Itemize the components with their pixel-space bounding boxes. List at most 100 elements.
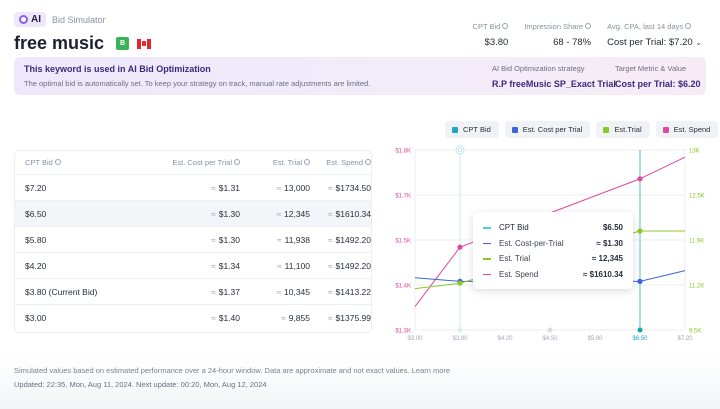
legend-label: CPT Bid [463, 125, 491, 134]
help-icon[interactable] [365, 159, 371, 166]
tooltip-label: Est. Spend [499, 269, 539, 279]
approx-symbol: ≈ [211, 182, 216, 193]
legend-label: Est. Cost per Trial [522, 125, 583, 134]
legend-est-cost-per-trial[interactable]: Est. Cost per Trial [504, 121, 591, 138]
x-marker-current [457, 327, 463, 333]
x-axis-tick: $4.50 [542, 336, 558, 342]
cell-trial: 12,345 [284, 208, 310, 219]
legend-est-spend[interactable]: Est. Spend [655, 121, 719, 138]
help-icon[interactable] [502, 23, 509, 30]
cell-cost-per-trial: $1.37 [218, 286, 240, 297]
breadcrumb[interactable]: Bid Simulator [52, 14, 106, 25]
left-axis-tick: $1.3K [395, 329, 411, 335]
right-axis-tick: 12.5K [689, 194, 705, 200]
column-header: Est. Cost per Trial [172, 158, 232, 167]
approx-symbol: ≈ [327, 234, 333, 245]
chart-legend: CPT Bid Est. Cost per Trial Est.Trial Es… [445, 121, 719, 138]
metric-label: CPT Bid [472, 22, 501, 31]
table-header: CPT Bid Est. Cost per Trial Est. Trial E… [15, 151, 371, 175]
cell-trial: 9,855 [288, 313, 310, 323]
metric-label: Avg. CPA, last 14 days [607, 22, 684, 31]
table-row[interactable]: $6.50 ≈ $1.30 ≈12,345 ≈ $1610.34 [15, 201, 371, 227]
series-point [637, 278, 643, 284]
help-icon[interactable] [54, 159, 61, 166]
legend-label: Est.Trial [614, 125, 642, 134]
approx-symbol: ≈ [327, 208, 333, 219]
metric-value: Cost per Trial: $7.20 [607, 37, 693, 48]
tooltip-row: Est. Spend ≈ $1610.34 [483, 267, 623, 283]
metric-cpt-bid: CPT Bid $3.80 [473, 22, 509, 48]
banner-heading: This keyword is used in AI Bid Optimizat… [24, 64, 211, 74]
approx-symbol: ≈ [276, 234, 282, 245]
bid-table: CPT Bid Est. Cost per Trial Est. Trial E… [14, 150, 372, 333]
approx-symbol: ≈ [211, 260, 216, 271]
cpa-dropdown[interactable]: Cost per Trial: $7.20 ⌄ [607, 37, 702, 48]
cell-bid: $5.80 [25, 234, 47, 245]
right-axis-tick: 11.2K [689, 284, 704, 290]
tooltip-value: ≈ $1610.34 [583, 269, 623, 279]
learn-more-link[interactable]: Learn more [411, 366, 451, 375]
footer: Simulated values based on estimated perf… [0, 356, 720, 409]
approx-symbol: ≈ [327, 286, 333, 297]
approx-symbol: ≈ [211, 286, 216, 297]
cell-cost-per-trial: $1.31 [218, 182, 240, 193]
legend-est-trial[interactable]: Est.Trial [596, 121, 650, 138]
x-axis-tick: $5.80 [587, 336, 603, 342]
cell-trial: 11,938 [284, 234, 310, 245]
column-header: CPT Bid [25, 158, 53, 167]
metric-avg-cpa: Avg. CPA, last 14 days Cost per Trial: $… [607, 22, 702, 48]
series-line-icon [483, 273, 491, 275]
legend-cpt-bid[interactable]: CPT Bid [445, 121, 499, 138]
x-axis-tick: $3.80 [452, 336, 468, 342]
cell-spend: $1610.34 [335, 208, 371, 219]
help-icon[interactable] [234, 159, 240, 166]
metric-impression-share: Impression Share 68 - 78% [524, 22, 592, 48]
tooltip-row: Est. Trial ≈ 12,345 [483, 251, 623, 267]
legend-label: Est. Spend [673, 125, 711, 134]
page-title: free music [14, 33, 105, 53]
legend-swatch [662, 126, 669, 133]
ai-logo-icon [19, 15, 28, 24]
tooltip-label: Est. Trial [499, 254, 531, 264]
cell-cost-per-trial: $1.30 [218, 208, 240, 219]
update-info: Updated: 22:35, Mon, Aug 11, 2024. Next … [14, 380, 267, 389]
keyword-badge: B [116, 37, 130, 50]
cell-trial: 10,345 [284, 286, 310, 297]
approx-symbol: ≈ [276, 208, 281, 219]
approx-symbol: ≈ [281, 313, 286, 323]
help-icon[interactable] [585, 23, 592, 30]
legend-swatch [452, 126, 458, 133]
series-point [637, 176, 643, 182]
approx-symbol: ≈ [276, 286, 281, 297]
column-header: Est. Trial [272, 158, 302, 167]
series-point [457, 244, 463, 250]
x-marker [547, 327, 553, 333]
approx-symbol: ≈ [276, 182, 281, 193]
metrics-summary: CPT Bid $3.80 Impression Share 68 - 78% … [473, 22, 702, 48]
tooltip-value: ≈ 12,345 [591, 254, 623, 264]
left-axis-tick: $1.5K [395, 239, 411, 245]
target-value: Cost per Trial: $6.20 [615, 79, 701, 89]
tooltip-label: Est. Cost-per-Trial [499, 238, 564, 248]
current-bid-marker-inner [457, 147, 463, 153]
table-row[interactable]: $7.20 ≈ $1.31 ≈13,000 ≈ $1734.50 [15, 175, 371, 201]
chevron-down-icon: ⌄ [695, 38, 702, 47]
metric-value: $3.80 [484, 37, 509, 48]
header: AI Bid Simulator free music B [14, 12, 152, 54]
strategy-value[interactable]: R.P freeMusic SP_Exact Trial [492, 79, 616, 89]
tooltip-value: $6.50 [602, 223, 623, 233]
cell-trial: 13,000 [284, 182, 310, 193]
table-row[interactable]: $4.20 ≈ $1.34 ≈11,100 ≈ $1492.20 [15, 253, 371, 279]
tooltip-value: ≈ $1.30 [596, 238, 623, 248]
help-icon[interactable] [685, 23, 692, 30]
series-line-icon [483, 227, 491, 229]
cell-bid: $3.80 (Current Bid) [25, 286, 98, 297]
ai-label: AI [31, 14, 41, 25]
approx-symbol: ≈ [327, 313, 333, 323]
help-icon[interactable] [304, 159, 310, 166]
table-row[interactable]: $3.00 ≈ $1.40 ≈9,855 ≈ $1375.99 [15, 305, 371, 331]
table-row[interactable]: $5.80 ≈ $1.30 ≈11,938 ≈ $1492.20 [15, 227, 371, 253]
cell-spend: $1734.50 [335, 182, 371, 193]
cell-spend: $1492.20 [335, 260, 371, 271]
table-row[interactable]: $3.80 (Current Bid) ≈ $1.37 ≈10,345 ≈ $1413.2… [15, 279, 371, 305]
